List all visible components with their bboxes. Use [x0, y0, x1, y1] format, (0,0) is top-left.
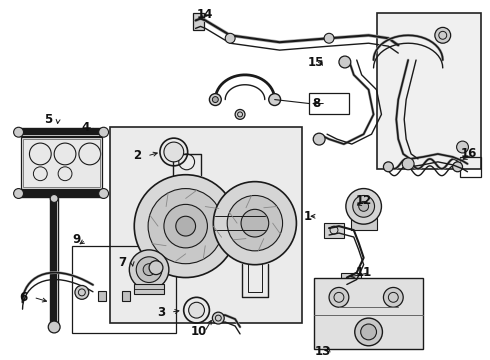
Circle shape — [209, 94, 221, 105]
Text: 5: 5 — [44, 113, 52, 126]
Text: 4: 4 — [82, 121, 90, 134]
Circle shape — [329, 287, 349, 307]
Circle shape — [361, 324, 376, 340]
Circle shape — [213, 182, 296, 265]
Circle shape — [346, 189, 381, 224]
Text: 13: 13 — [314, 345, 330, 358]
Text: 9: 9 — [72, 234, 80, 247]
Circle shape — [241, 209, 269, 237]
Text: 15: 15 — [307, 57, 324, 69]
Circle shape — [353, 195, 374, 217]
Circle shape — [339, 56, 351, 68]
Bar — [98, 291, 105, 301]
Circle shape — [212, 96, 219, 103]
Circle shape — [235, 109, 245, 120]
Circle shape — [48, 321, 60, 333]
Text: 16: 16 — [461, 148, 477, 161]
Bar — [309, 93, 349, 114]
Circle shape — [212, 312, 224, 324]
Circle shape — [435, 27, 451, 43]
Circle shape — [359, 201, 368, 211]
Circle shape — [136, 257, 162, 283]
Circle shape — [50, 194, 58, 202]
Text: 11: 11 — [356, 266, 372, 279]
Circle shape — [164, 204, 207, 248]
Text: 10: 10 — [191, 325, 207, 338]
Circle shape — [14, 127, 24, 137]
Text: 14: 14 — [196, 8, 213, 21]
Bar — [122, 291, 130, 301]
Circle shape — [384, 162, 393, 172]
Text: 3: 3 — [157, 306, 165, 319]
Bar — [460, 157, 481, 177]
Circle shape — [98, 127, 109, 137]
Bar — [134, 284, 164, 294]
Bar — [341, 273, 361, 287]
Circle shape — [129, 250, 169, 289]
Text: 7: 7 — [119, 256, 126, 269]
Circle shape — [98, 189, 109, 198]
Circle shape — [355, 318, 382, 346]
Text: 2: 2 — [133, 149, 142, 162]
Bar — [110, 127, 302, 323]
Circle shape — [384, 287, 403, 307]
Circle shape — [453, 162, 463, 172]
Circle shape — [143, 264, 155, 275]
Bar — [72, 246, 176, 333]
Circle shape — [75, 285, 89, 299]
Circle shape — [149, 261, 163, 275]
Bar — [324, 223, 344, 238]
Circle shape — [164, 142, 184, 162]
Circle shape — [225, 33, 235, 43]
Bar — [215, 203, 265, 243]
Circle shape — [457, 141, 468, 153]
Bar — [351, 218, 376, 230]
Circle shape — [313, 133, 325, 145]
Bar — [21, 137, 101, 189]
Circle shape — [189, 302, 204, 318]
Text: 12: 12 — [356, 194, 372, 207]
Bar — [193, 13, 204, 30]
Bar — [376, 13, 481, 169]
Text: 8: 8 — [312, 97, 320, 110]
Circle shape — [148, 189, 223, 264]
Circle shape — [176, 216, 196, 236]
Circle shape — [14, 189, 24, 198]
Circle shape — [402, 158, 414, 170]
Bar — [23, 139, 99, 186]
Circle shape — [324, 33, 334, 43]
Text: 6: 6 — [20, 291, 28, 304]
Circle shape — [227, 195, 283, 251]
Circle shape — [134, 175, 237, 278]
Bar — [314, 278, 423, 349]
Text: 1: 1 — [303, 210, 312, 223]
Circle shape — [269, 94, 281, 105]
